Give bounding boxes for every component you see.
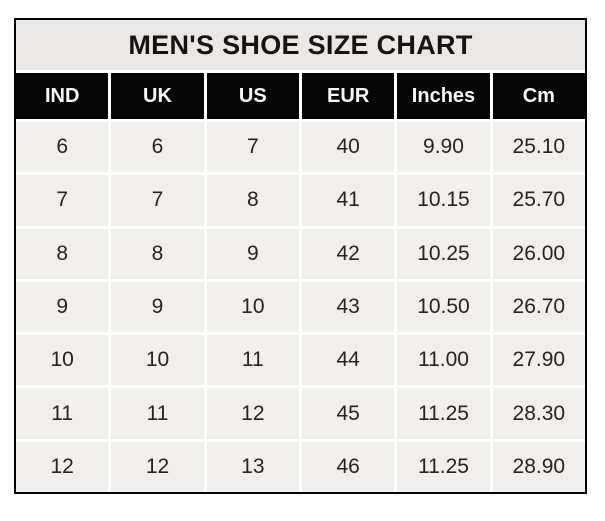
cell-uk: 6 — [111, 122, 204, 173]
cell-eur: 46 — [301, 441, 395, 492]
cell-eur: 42 — [301, 228, 395, 279]
cell-ind: 6 — [16, 122, 109, 173]
cell-us: 10 — [206, 281, 299, 333]
table-header-row: IND UK US EUR Inches Cm — [16, 73, 585, 119]
cell-cm: 28.30 — [492, 388, 585, 439]
cell-us: 8 — [206, 175, 299, 226]
cell-cm: 25.70 — [492, 175, 585, 226]
cell-eur: 43 — [301, 281, 395, 333]
table-row: 9 9 10 43 10.50 26.70 — [16, 281, 585, 333]
cell-cm: 28.90 — [492, 441, 585, 492]
cell-ind: 12 — [16, 441, 109, 492]
cell-ind: 8 — [16, 228, 109, 279]
cell-uk: 7 — [111, 175, 204, 226]
table-row: 10 10 11 44 11.00 27.90 — [16, 335, 585, 386]
cell-uk: 10 — [111, 335, 204, 386]
cell-us: 12 — [206, 388, 299, 439]
cell-inches: 11.25 — [397, 388, 490, 439]
table-row: 12 12 13 46 11.25 28.90 — [16, 441, 585, 492]
table-row: 8 8 9 42 10.25 26.00 — [16, 228, 585, 279]
cell-cm: 25.10 — [492, 122, 585, 173]
cell-cm: 26.70 — [492, 281, 585, 333]
cell-uk: 8 — [111, 228, 204, 279]
cell-ind: 11 — [16, 388, 109, 439]
cell-us: 7 — [206, 122, 299, 173]
cell-inches: 11.00 — [397, 335, 490, 386]
cell-ind: 10 — [16, 335, 109, 386]
cell-eur: 44 — [301, 335, 395, 386]
cell-eur: 41 — [301, 175, 395, 226]
cell-inches: 10.15 — [397, 175, 490, 226]
cell-inches: 9.90 — [397, 122, 490, 173]
table-body: 6 6 7 40 9.90 25.10 7 7 8 41 10.15 25.70 8 8 9 42 10.25 2… — [16, 122, 585, 492]
cell-uk: 9 — [111, 281, 204, 333]
cell-us: 9 — [206, 228, 299, 279]
cell-uk: 11 — [111, 388, 204, 439]
cell-inches: 10.25 — [397, 228, 490, 279]
cell-uk: 12 — [111, 441, 204, 492]
column-header-ind: IND — [16, 73, 109, 119]
table-title: MEN'S SHOE SIZE CHART — [16, 20, 585, 70]
column-header-us: US — [206, 73, 299, 119]
column-header-eur: EUR — [301, 73, 395, 119]
cell-cm: 26.00 — [492, 228, 585, 279]
cell-inches: 11.25 — [397, 441, 490, 492]
cell-ind: 9 — [16, 281, 109, 333]
column-header-cm: Cm — [492, 73, 585, 119]
table-row: 11 11 12 45 11.25 28.30 — [16, 388, 585, 439]
column-header-inches: Inches — [397, 73, 490, 119]
table-row: 6 6 7 40 9.90 25.10 — [16, 122, 585, 173]
cell-eur: 40 — [301, 122, 395, 173]
cell-us: 11 — [206, 335, 299, 386]
cell-cm: 27.90 — [492, 335, 585, 386]
cell-us: 13 — [206, 441, 299, 492]
shoe-size-chart-table: MEN'S SHOE SIZE CHART IND UK US EUR Inches Cm… — [14, 18, 587, 494]
column-header-uk: UK — [111, 73, 204, 119]
cell-ind: 7 — [16, 175, 109, 226]
cell-inches: 10.50 — [397, 281, 490, 333]
cell-eur: 45 — [301, 388, 395, 439]
table-row: 7 7 8 41 10.15 25.70 — [16, 175, 585, 226]
